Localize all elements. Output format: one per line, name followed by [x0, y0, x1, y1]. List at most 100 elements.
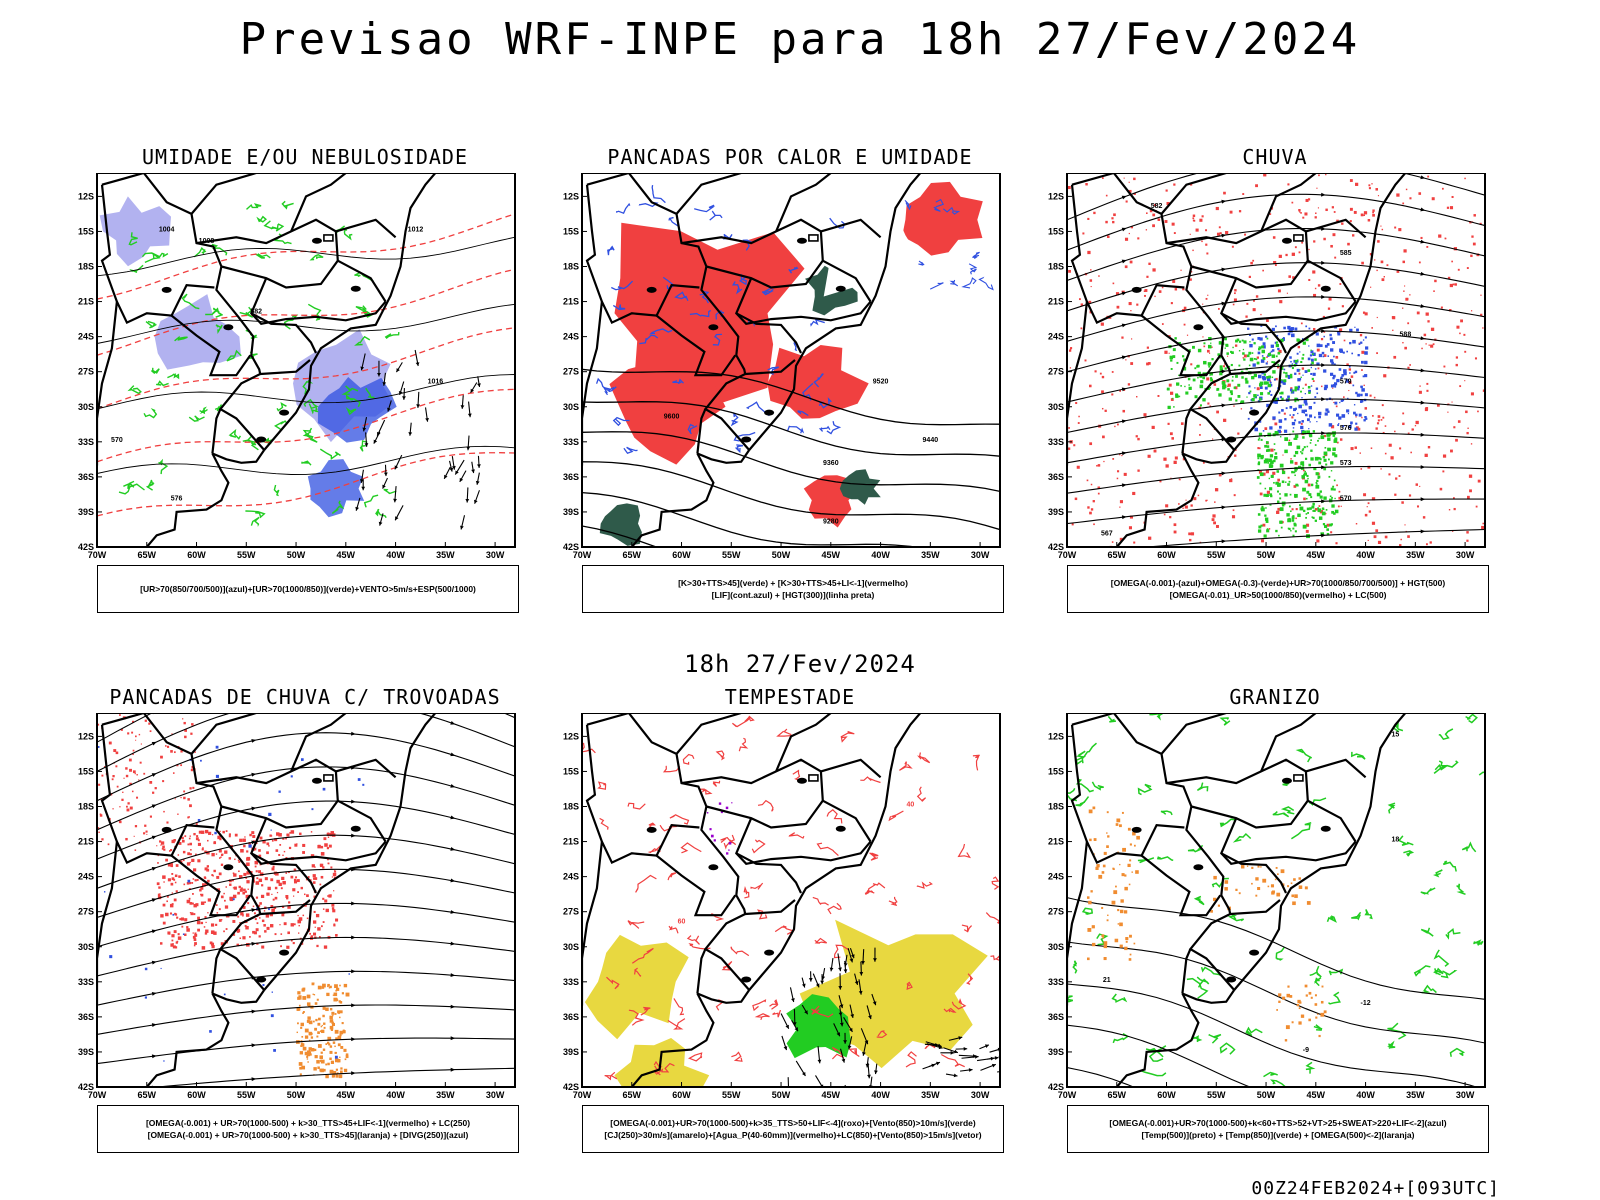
storm-red-pixel: [320, 845, 324, 849]
omega-red-pixel: [1277, 289, 1281, 293]
omega-red-pixel: [1173, 183, 1176, 186]
hgt500-contour: [1067, 466, 1485, 494]
omega-red-pixel: [1377, 195, 1380, 197]
omega-orange-pixel: [1304, 886, 1308, 890]
lat-tick-label: 36S: [78, 1012, 94, 1022]
omega-red-pixel: [1402, 202, 1405, 205]
omega-green-pixel: [1302, 353, 1305, 356]
omega-red-pixel: [1121, 454, 1123, 457]
omega-green-pixel: [1285, 481, 1287, 483]
omega-red-pixel: [1338, 496, 1342, 500]
omega-blue-pixel: [1323, 369, 1327, 373]
omega-red-pixel: [1280, 431, 1282, 433]
omega-green-pixel: [1333, 488, 1336, 491]
omega-red-pixel: [1219, 232, 1222, 235]
lon-tick-label: 50W: [287, 550, 306, 560]
storm-red-pixel: [210, 930, 215, 934]
flow-arrow: [351, 1037, 356, 1042]
border-line: [1260, 173, 1317, 232]
storm-red-pixel: [101, 838, 104, 841]
storm-red-pixel: [97, 827, 100, 829]
precip-water-contour: [916, 881, 933, 889]
omega-orange-pixel: [1127, 827, 1131, 831]
rh-low-contour: [250, 516, 260, 527]
geo-layer: [97, 173, 437, 547]
storm-red-pixel: [253, 912, 256, 915]
storm-red-pixel: [183, 721, 186, 725]
omega-green-pixel: [1334, 454, 1338, 458]
wind-vector-head: [470, 388, 475, 393]
storm-red-pixel: [177, 813, 179, 815]
omega-blue-pixel: [1365, 346, 1369, 350]
storm-red-pixel: [282, 837, 285, 840]
border-line: [335, 218, 397, 239]
storm-red-pixel: [204, 901, 206, 904]
omega-green-pixel: [1257, 529, 1262, 533]
border-line: [1181, 948, 1192, 994]
lifted-index-contour: [949, 279, 959, 287]
storm-red-pixel: [113, 749, 117, 753]
severe-purple-pixel: [728, 849, 730, 851]
storm-red-pixel: [207, 912, 209, 914]
omega-red-pixel: [1402, 422, 1405, 426]
storm-red-pixel: [229, 896, 233, 901]
divergence-pixel: [215, 774, 219, 778]
border-line: [97, 841, 118, 1010]
storm-red-pixel: [287, 931, 290, 935]
storm-red-pixel: [165, 858, 168, 862]
omega-red-pixel: [1457, 268, 1460, 271]
omega-red-pixel: [1173, 523, 1177, 527]
lifted-index-contour: [767, 366, 779, 376]
lat-tick-label: 12S: [1048, 191, 1064, 201]
omega-blue-pixel: [1296, 387, 1300, 391]
storm-red-pixel: [240, 912, 244, 916]
storm-red-pixel: [239, 922, 241, 924]
omega-red-pixel: [1258, 447, 1261, 450]
omega-blue-pixel: [1316, 392, 1319, 395]
omega-green-pixel: [1304, 457, 1308, 460]
omega-red-pixel: [1315, 212, 1317, 214]
storm-red-pixel: [128, 758, 132, 762]
lon-tick-label: 50W: [1257, 550, 1276, 560]
storm-orange-pixel: [298, 1004, 301, 1007]
lon-tick-label: 30W: [971, 1090, 990, 1100]
omega-green-pixel: [1202, 398, 1206, 402]
wind-vector-head: [460, 525, 464, 530]
storm-orange-pixel: [304, 1035, 309, 1039]
omega-red-pixel: [1322, 315, 1325, 319]
wind-vector-head: [394, 465, 399, 470]
wind850-vector-head: [953, 1073, 958, 1078]
omega-green-pixel: [1280, 391, 1284, 395]
omega-red-pixel: [1393, 355, 1397, 359]
omega-green-pixel: [1290, 510, 1292, 513]
storm-red-pixel: [244, 924, 247, 927]
omega-blue-pixel: [1315, 332, 1319, 336]
omega-red-pixel: [1404, 285, 1406, 287]
omega-green-pixel: [1279, 493, 1281, 495]
storm-red-pixel: [192, 878, 195, 880]
storm-red-pixel: [285, 872, 288, 874]
flow-arrow: [1121, 451, 1127, 456]
lat-tick-label: 12S: [78, 191, 94, 201]
legend-line: [OMEGA(-0.001)-(azul)+OMEGA(-0.3)-(verde…: [1110, 578, 1446, 588]
omega-green-pixel: [1293, 523, 1297, 527]
storm-red-pixel: [165, 745, 167, 747]
map-pancadas-calor: 9600952094409360928012S15S18S21S24S27S30…: [563, 173, 1001, 560]
omega-red-pixel: [1274, 422, 1278, 426]
omega-red-pixel: [1076, 465, 1080, 469]
lon-tick-label: 45W: [1307, 1090, 1326, 1100]
border-line: [170, 314, 252, 377]
storm-red-pixel: [180, 796, 182, 799]
storm-red-pixel: [327, 858, 329, 861]
storm-red-pixel: [232, 887, 235, 889]
coastline: [1181, 449, 1236, 464]
omega-blue-pixel: [1302, 374, 1304, 376]
omega-green-pixel: [1299, 369, 1301, 371]
omega-green-pixel: [1273, 443, 1276, 445]
omega-blue-pixel: [1284, 418, 1287, 421]
storm-orange-pixel: [331, 1021, 334, 1025]
precip-water-contour: [792, 769, 803, 783]
omega-blue-pixel: [1324, 344, 1328, 348]
rh-low-contour: [145, 320, 157, 329]
contour-label: 573: [1340, 460, 1352, 467]
